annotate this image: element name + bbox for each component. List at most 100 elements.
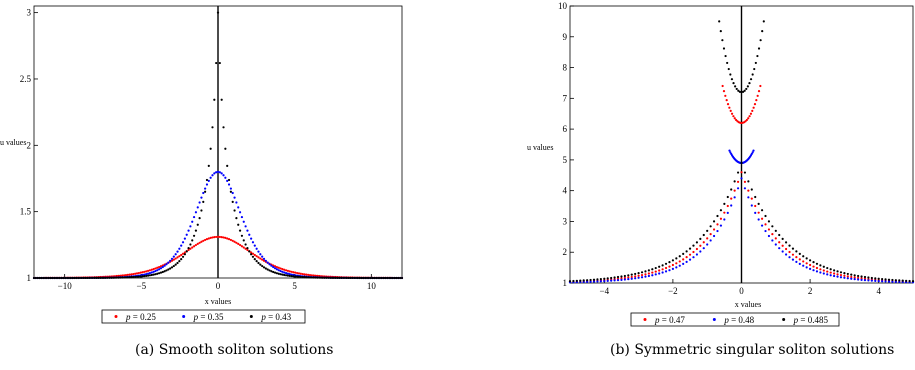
data-point	[294, 271, 297, 274]
data-point	[870, 279, 873, 282]
data-point	[237, 206, 240, 209]
data-point	[613, 276, 616, 279]
data-point	[100, 276, 104, 279]
data-point	[67, 276, 71, 280]
data-point	[812, 261, 815, 264]
data-point	[729, 109, 732, 112]
data-point	[167, 261, 170, 264]
data-point	[815, 266, 819, 270]
data-point	[240, 234, 244, 237]
data-point	[288, 270, 291, 273]
data-point	[170, 266, 174, 269]
data-point	[264, 267, 267, 270]
y-axis-label-b: u values	[527, 143, 553, 152]
data-point	[275, 272, 278, 275]
data-point	[771, 233, 774, 236]
data-point	[756, 54, 759, 58]
legend-marker	[249, 315, 253, 318]
data-point	[327, 276, 330, 279]
data-point	[589, 278, 592, 282]
data-point	[299, 275, 302, 279]
data-point	[634, 275, 637, 278]
legend-marker	[182, 315, 186, 318]
data-point	[242, 220, 245, 223]
data-point	[695, 253, 699, 256]
data-point	[218, 235, 221, 239]
data-point	[130, 273, 133, 276]
data-point	[750, 197, 753, 200]
y-tick-label: 2	[27, 140, 32, 150]
legend-entry: p = 0.48	[723, 315, 754, 325]
data-point	[675, 262, 678, 265]
legend-entry: p = 0.485	[793, 315, 829, 325]
data-point	[747, 196, 750, 199]
data-point	[702, 247, 705, 250]
data-point	[176, 250, 179, 253]
data-point	[319, 276, 323, 279]
data-point	[743, 171, 747, 174]
data-point	[747, 189, 750, 192]
data-point	[833, 272, 836, 275]
data-point	[736, 171, 740, 174]
data-point	[251, 252, 255, 255]
data-point	[43, 276, 47, 280]
data-point	[369, 276, 372, 280]
data-point	[668, 261, 671, 264]
data-point	[627, 274, 630, 277]
data-point	[150, 268, 153, 271]
data-point	[152, 273, 155, 276]
data-point	[749, 112, 753, 115]
data-point	[877, 279, 880, 283]
data-point	[791, 247, 795, 250]
data-point	[244, 247, 247, 250]
data-point	[640, 273, 644, 277]
data-point	[771, 225, 774, 228]
data-point	[898, 280, 901, 284]
x-tick-label: 4	[876, 286, 881, 296]
data-point	[386, 276, 389, 280]
data-point	[268, 269, 271, 272]
data-point	[292, 271, 295, 274]
data-point	[213, 98, 216, 101]
data-point	[119, 276, 122, 279]
data-point	[668, 269, 671, 272]
data-point	[113, 276, 117, 279]
data-point	[307, 273, 310, 276]
data-point	[238, 229, 242, 232]
data-point	[699, 244, 702, 247]
data-point	[222, 126, 225, 129]
data-point	[69, 276, 72, 280]
data-point	[192, 234, 196, 237]
data-point	[760, 209, 764, 212]
data-point	[682, 252, 685, 255]
data-point	[215, 171, 218, 174]
data-point	[231, 239, 234, 242]
legend-entry: p = 0.47	[654, 315, 685, 325]
data-point	[345, 276, 348, 280]
data-point	[202, 191, 205, 195]
data-point	[32, 276, 36, 280]
data-point	[154, 273, 157, 276]
x-tick-label: 2	[808, 286, 813, 296]
data-point	[761, 30, 764, 33]
data-point	[371, 276, 374, 280]
data-point	[754, 61, 757, 65]
data-point	[774, 243, 777, 246]
data-point	[727, 67, 730, 71]
data-point	[36, 276, 39, 280]
data-point	[292, 275, 295, 278]
data-point	[887, 280, 891, 283]
data-point	[688, 247, 692, 250]
data-point	[857, 278, 860, 281]
data-point	[156, 266, 159, 269]
data-point	[235, 201, 238, 204]
data-point	[740, 177, 743, 180]
data-point	[728, 149, 731, 152]
data-point	[58, 276, 61, 280]
data-point	[156, 272, 159, 275]
data-point	[172, 255, 175, 258]
data-point	[169, 267, 172, 270]
data-point	[211, 126, 214, 129]
data-point	[884, 278, 887, 281]
legend-marker	[712, 318, 716, 321]
